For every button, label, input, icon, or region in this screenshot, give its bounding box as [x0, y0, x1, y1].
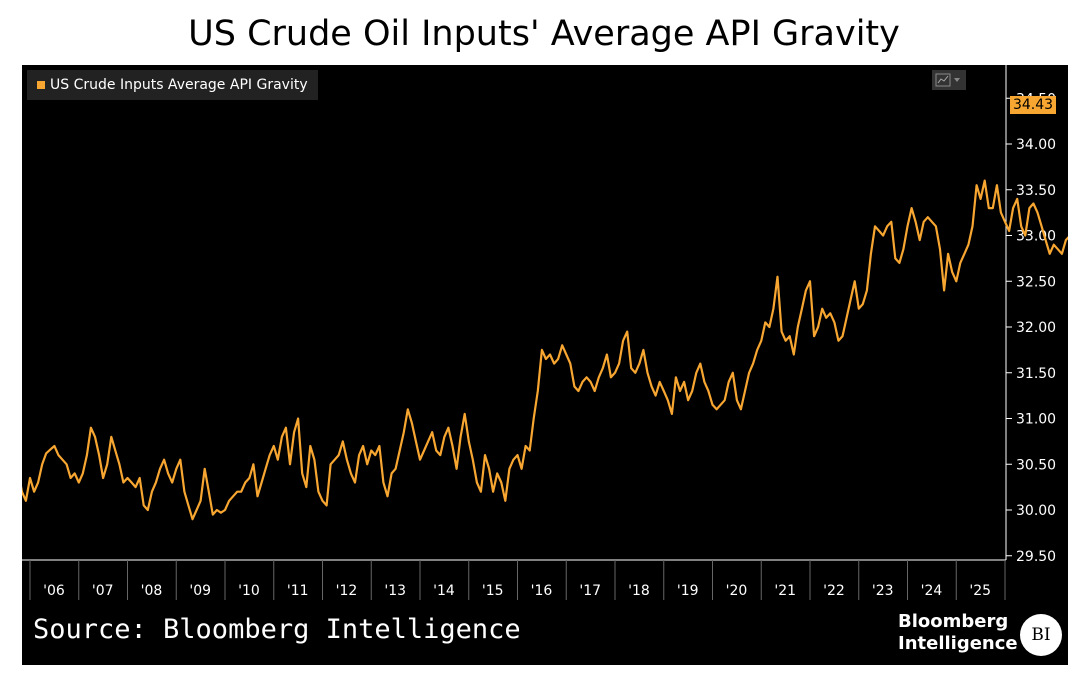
y-tick-label: 32.50 [1016, 274, 1056, 290]
y-tick-label: 31.50 [1016, 366, 1056, 382]
legend-label: US Crude Inputs Average API Gravity [50, 77, 308, 93]
x-tick-label: '14 [433, 583, 455, 599]
chart-svg: 29.50 30.00 30.50 31.00 31.50 32.00 32.50 33.00… [22, 65, 1068, 600]
y-tick-label: 30.00 [1016, 503, 1056, 519]
x-tick-label: '20 [726, 583, 748, 599]
x-tick-label: '10 [238, 583, 260, 599]
y-tick-label: 34.00 [1016, 137, 1056, 153]
x-tick-label: '24 [921, 583, 943, 599]
x-tick-label: '09 [189, 583, 211, 599]
brand-line2: Intelligence [898, 633, 1018, 654]
x-tick-label: '13 [384, 583, 406, 599]
y-tick-label: 30.50 [1016, 457, 1056, 473]
x-tick-label: '19 [677, 583, 699, 599]
chart-title: US Crude Oil Inputs' Average API Gravity [188, 14, 900, 54]
y-tick-label: 33.00 [1016, 229, 1056, 245]
legend: US Crude Inputs Average API Gravity [27, 70, 318, 100]
x-tick-label: '18 [628, 583, 650, 599]
y-tick-label: 31.00 [1016, 412, 1056, 428]
x-tick-label: '22 [823, 583, 845, 599]
x-tick-label: '17 [579, 583, 601, 599]
source-note: Source: Bloomberg Intelligence [33, 614, 521, 645]
x-tick-label: '25 [969, 583, 991, 599]
bi-logo-icon: BI [1020, 614, 1062, 656]
legend-swatch [37, 81, 45, 89]
x-tick-label: '12 [336, 583, 358, 599]
x-tick-label: '11 [287, 583, 309, 599]
x-tick-label: '16 [531, 583, 553, 599]
brand-line1: Bloomberg [898, 611, 1009, 632]
y-tick-label: 32.00 [1016, 320, 1056, 336]
x-tick-label: '06 [43, 583, 65, 599]
brand-wordmark: Bloomberg Intelligence [898, 611, 1018, 655]
x-tick-label: '21 [774, 583, 796, 599]
last-value-badge: 34.43 [1010, 95, 1056, 114]
x-tick-label: '23 [872, 583, 894, 599]
y-tick-label: 33.50 [1016, 183, 1056, 199]
x-tick-label: '08 [141, 583, 163, 599]
x-tick-label: '07 [92, 583, 114, 599]
y-tick-label: 29.50 [1016, 549, 1056, 565]
line-chart-icon[interactable] [932, 70, 966, 90]
series-line [22, 179, 1068, 521]
x-tick-label: '15 [482, 583, 504, 599]
chart-panel: 29.50 30.00 30.50 31.00 31.50 32.00 32.50 33.00… [22, 65, 1068, 665]
